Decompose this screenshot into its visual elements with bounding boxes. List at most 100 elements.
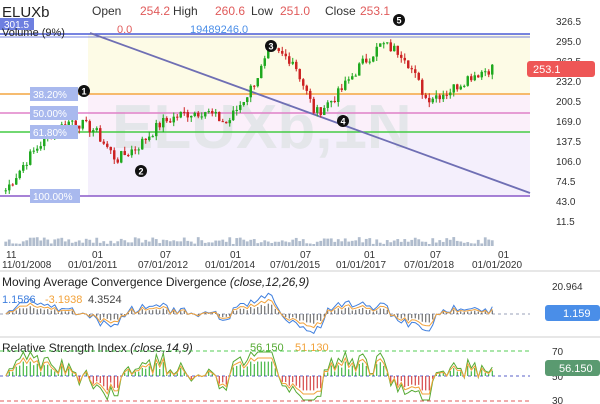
volume-bar [210,242,214,246]
candle-body [25,164,28,166]
volume-value-1: 0.0 [117,24,132,36]
volume-bar [175,241,179,246]
volume-bar [11,243,15,246]
volume-bar [413,237,417,246]
macd-value-tag: 1.159 [545,305,600,321]
volume-bar [196,237,200,246]
volume-bar [228,237,232,246]
x-tick-bottom: 07/01/2015 [270,260,320,271]
volume-bar [168,241,172,246]
volume-bar [406,241,410,246]
time-axis: 11 01 07 01 07 01 07 01 11/01/2008 01/01/2011 07/0… [2,250,522,271]
candle-body [414,69,417,73]
candle-body [137,149,140,151]
candle-body [456,84,459,90]
close-label: Close [325,4,356,18]
volume-bar [18,243,22,246]
volume-bar [410,239,414,246]
candle-body [151,136,154,138]
candle-body [302,79,305,86]
volume-bar [312,243,316,246]
candle-body [260,65,263,79]
x-tick-top: 01 [498,250,510,261]
volume-bar [357,237,361,246]
volume-bar [431,238,435,246]
candle-body [225,121,228,124]
volume-bar [77,240,81,246]
wave-label-bg [78,85,90,97]
candle-body [473,75,476,81]
volume-bar [98,242,102,246]
candle-body [484,71,487,73]
candle-body [106,143,109,147]
volume-bar [221,239,225,246]
svg-text:61.80%: 61.80% [33,128,67,139]
candle-body [298,69,301,80]
candle-body [368,61,371,63]
candle-body [267,50,270,59]
candle-body [421,79,424,95]
candle-body [351,76,354,80]
x-tick-top: 11 [6,250,17,261]
candle-body [449,92,452,96]
candle-body [81,119,84,129]
volume-bar [427,243,431,246]
candle-body [242,102,245,106]
volume-bar [263,240,267,246]
open-value: 254.2 [140,4,170,18]
candle-body [197,112,200,117]
candle-body [67,121,70,129]
volume-bar [179,241,183,246]
x-tick-bottom: 07/01/2012 [138,260,188,271]
volume-bar [368,238,372,246]
candle-body [228,120,231,124]
candle-body [85,119,88,122]
svg-text:100.00%: 100.00% [33,192,73,203]
volume-bars [4,237,494,246]
candle-body [305,85,308,91]
volume-bar [270,242,274,246]
volume-bar [490,240,494,246]
macd-value-2: -3.1938 [45,294,82,306]
volume-bar [186,240,190,246]
volume-bar [88,239,92,246]
volume-bar [91,242,95,246]
volume-bar [371,243,375,246]
volume-bar [455,240,459,246]
candle-body [249,85,252,98]
volume-bar [462,242,466,246]
fib-label-61: 61.80% [30,125,78,139]
candle-body [253,85,256,87]
candle-body [130,149,133,156]
candle-body [442,94,445,100]
candle-body [428,97,431,103]
x-tick-top: 07 [160,250,172,261]
candle-body [480,71,483,78]
volume-bar [315,241,319,246]
volume-bar [200,240,204,246]
candle-body [134,149,137,151]
volume-bar [252,239,256,246]
candle-body [375,46,378,57]
candle-body [221,121,224,123]
volume-bar [7,239,11,246]
candle-body [102,141,105,144]
volume-bar [448,239,452,246]
volume-bar [109,240,113,246]
volume-bar [193,243,197,246]
low-label: Low [251,4,273,18]
volume-bar [382,243,386,246]
rsi-ytick-70: 70 [552,347,564,358]
volume-bar [305,243,309,246]
volume-bar [154,239,158,246]
wave-label-bg [135,165,147,177]
candle-body [431,98,434,103]
wave-label-bg [265,40,277,52]
candle-body [123,151,126,156]
volume-bar [231,243,235,246]
candle-body [204,112,207,117]
volume-bar [39,240,43,246]
candle-body [326,102,329,108]
candle-body [11,184,14,186]
